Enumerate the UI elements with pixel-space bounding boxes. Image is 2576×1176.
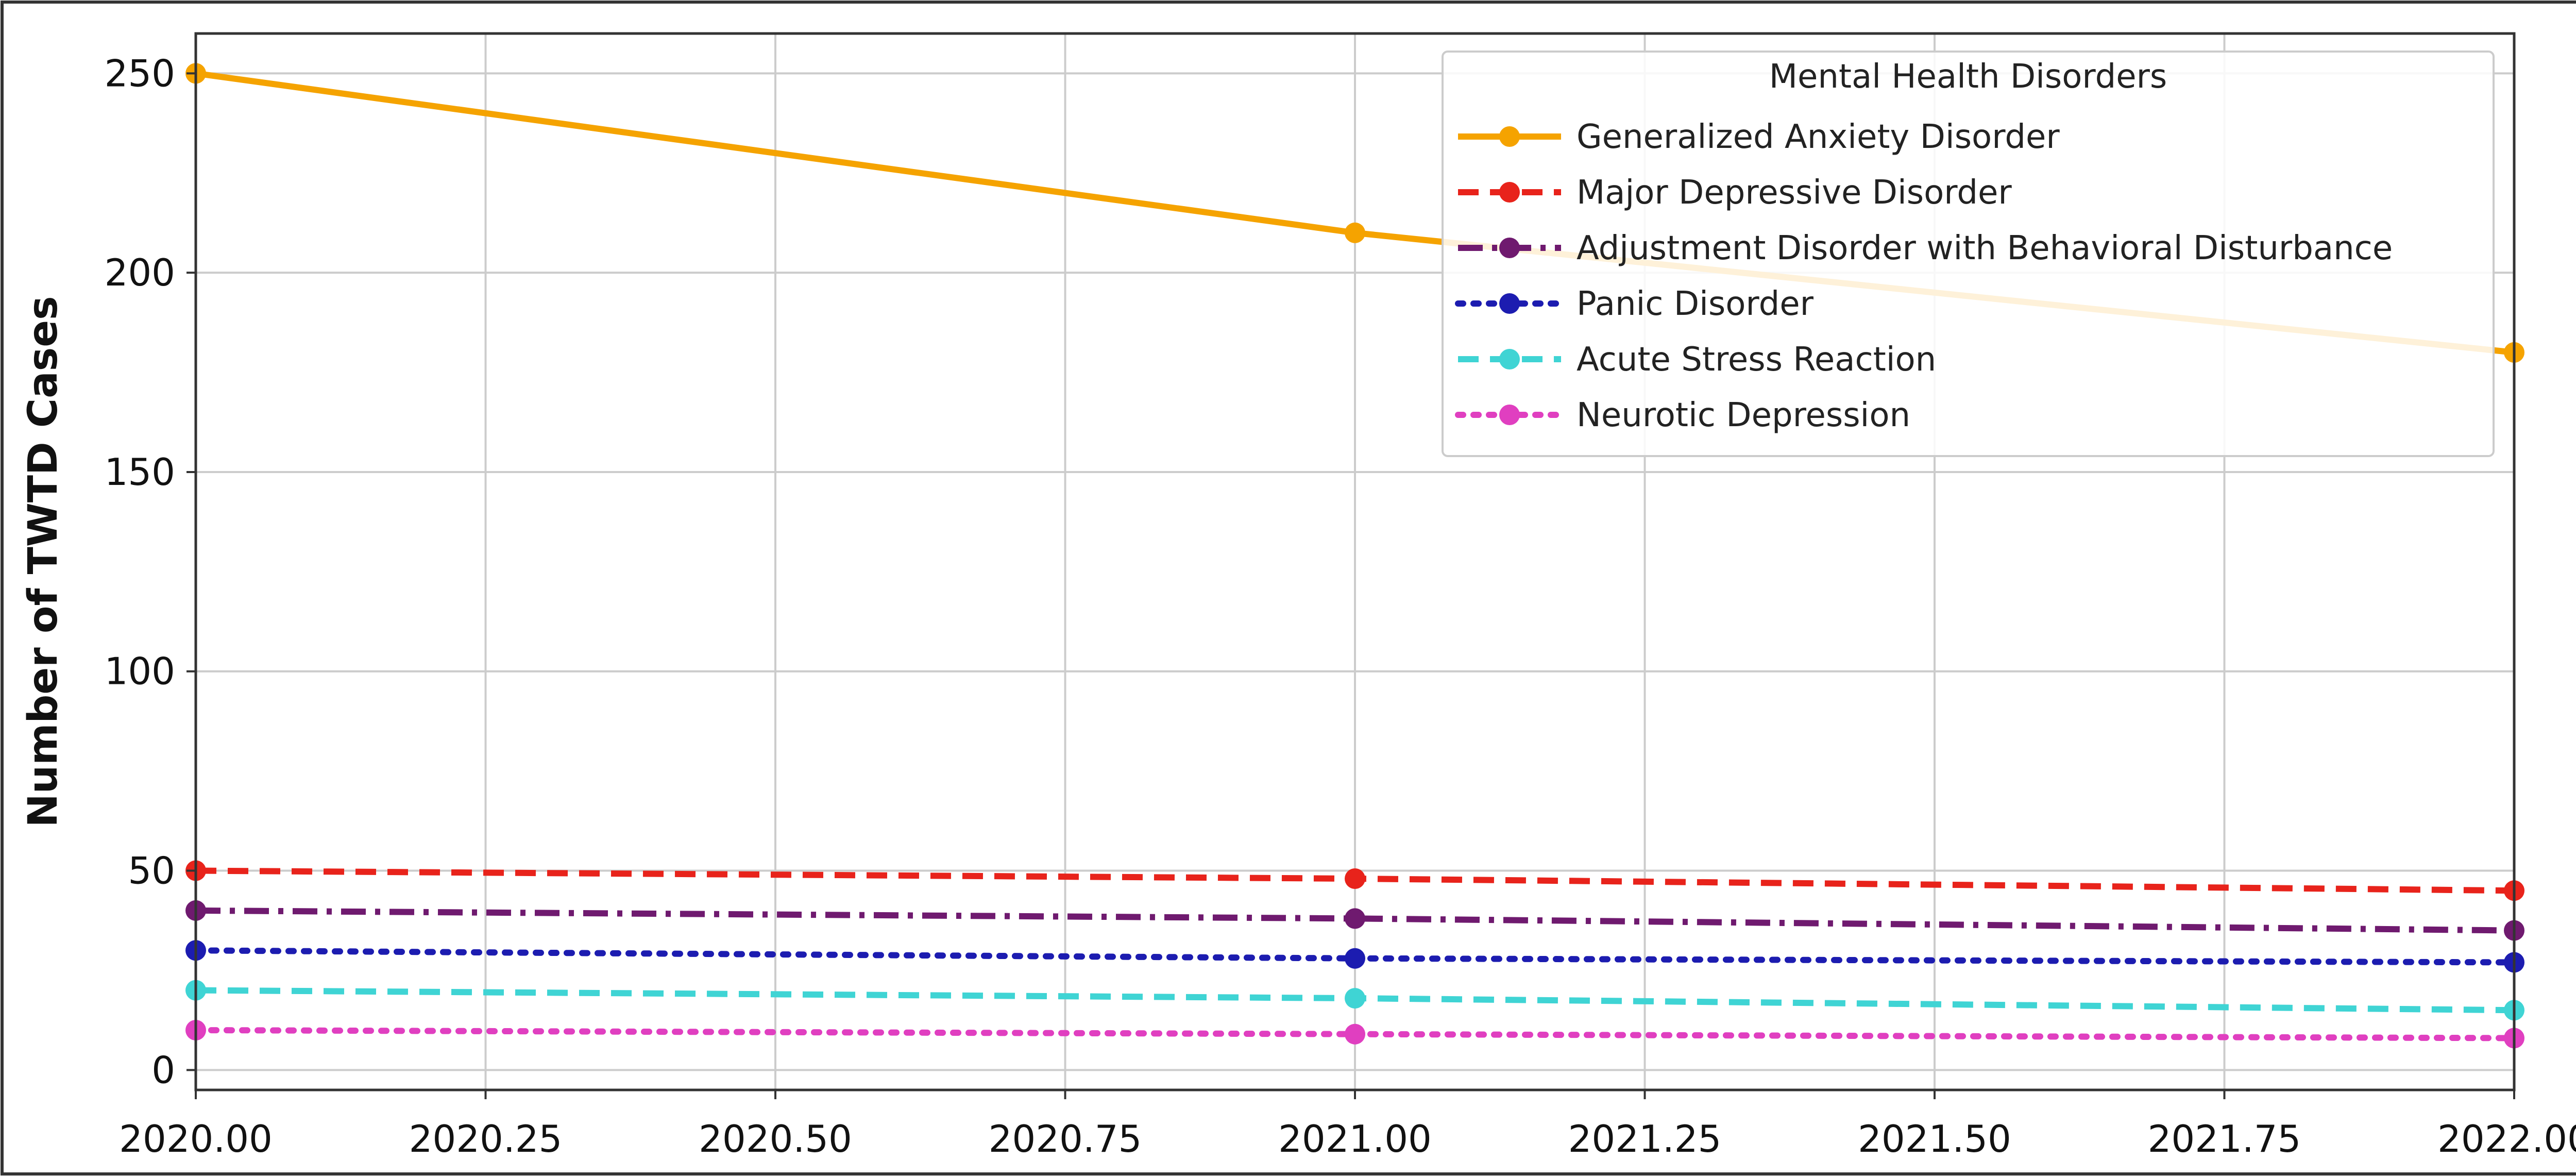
legend-marker-neurotic-depression <box>1499 405 1520 425</box>
data-point-acute-stress-reaction <box>1345 988 1365 1009</box>
x-tick-label: 2021.25 <box>1568 1117 1722 1161</box>
legend-marker-adjustment-disorder-with-behavioral-disturbance <box>1499 238 1520 258</box>
data-point-generalized-anxiety-disorder <box>1345 222 1365 243</box>
legend-label-acute-stress-reaction: Acute Stress Reaction <box>1577 341 1936 379</box>
legend-box <box>1442 51 2495 457</box>
legend-label-adjustment-disorder-with-behavioral-disturbance: Adjustment Disorder with Behavioral Dist… <box>1577 229 2393 267</box>
legend-marker-generalized-anxiety-disorder <box>1499 126 1520 147</box>
legend-label-major-depressive-disorder: Major Depressive Disorder <box>1577 174 2012 212</box>
data-point-neurotic-depression <box>1345 1023 1365 1045</box>
x-tick-label: 2020.25 <box>409 1117 563 1161</box>
y-tick-label: 150 <box>105 450 175 494</box>
series-major-depressive-disorder <box>185 860 2524 901</box>
x-tick-label: 2022.00 <box>2437 1117 2576 1161</box>
y-tick-label: 0 <box>151 1048 175 1091</box>
legend-label-neurotic-depression: Neurotic Depression <box>1577 396 1910 434</box>
legend-label-generalized-anxiety-disorder: Generalized Anxiety Disorder <box>1577 118 2060 156</box>
legend-marker-acute-stress-reaction <box>1499 349 1520 369</box>
data-point-major-depressive-disorder <box>1345 868 1365 889</box>
x-tick-label: 2020.00 <box>119 1117 273 1161</box>
y-tick-label: 250 <box>105 52 175 95</box>
legend: Mental Health Disorders Generalized Anxie… <box>1442 51 2495 457</box>
legend-marker-major-depressive-disorder <box>1499 182 1520 203</box>
legend-label-panic-disorder: Panic Disorder <box>1577 285 1814 323</box>
data-point-adjustment-disorder-with-behavioral-disturbance <box>1345 908 1365 929</box>
x-tick-label: 2020.75 <box>989 1117 1142 1161</box>
y-tick-label: 200 <box>105 251 175 294</box>
x-tick-label: 2021.00 <box>1278 1117 1432 1161</box>
x-tick-label: 2021.50 <box>1858 1117 2011 1161</box>
legend-title: Mental Health Disorders <box>1769 58 2167 96</box>
y-axis-title: Number of TWTD Cases <box>20 296 66 827</box>
y-tick-label: 100 <box>105 650 175 693</box>
x-tick-label: 2020.50 <box>699 1117 852 1161</box>
data-point-panic-disorder <box>1345 948 1365 969</box>
y-tick-label: 50 <box>128 849 175 893</box>
x-tick-label: 2021.75 <box>2148 1117 2301 1161</box>
legend-marker-panic-disorder <box>1499 293 1520 314</box>
